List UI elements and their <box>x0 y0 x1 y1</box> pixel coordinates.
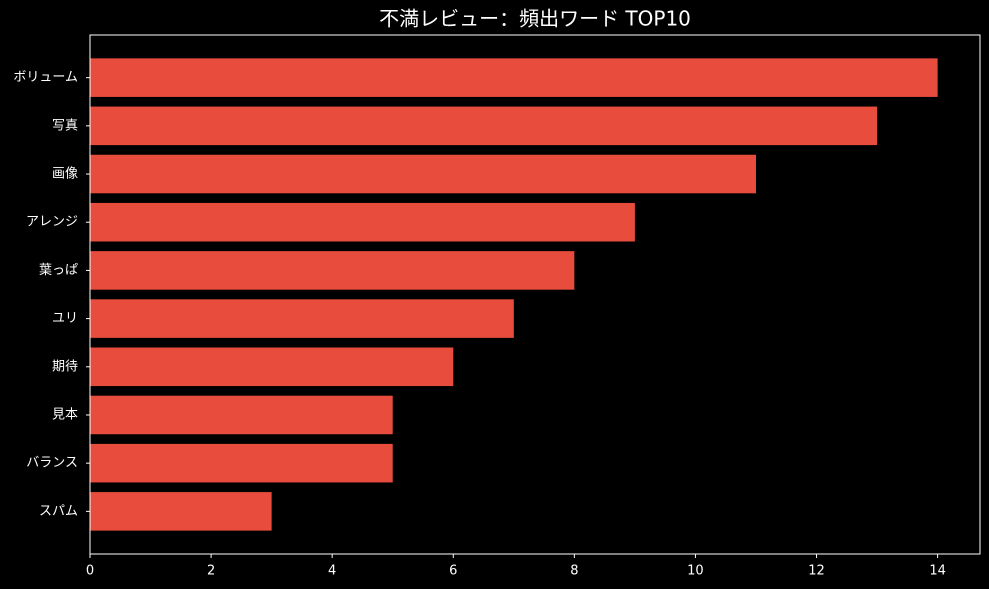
bar <box>90 106 878 146</box>
bar <box>90 251 575 290</box>
y-tick-label: バランス <box>26 456 78 471</box>
bar <box>90 395 393 435</box>
chart-title: 不満レビュー：頻出ワード TOP10 <box>379 7 691 31</box>
y-tick-label: 写真 <box>52 118 78 133</box>
y-tick-label: 期待 <box>52 359 78 374</box>
x-tick-label: 14 <box>929 564 946 579</box>
bar <box>90 58 938 97</box>
x-tick-label: 0 <box>86 564 94 579</box>
x-tick-label: 12 <box>808 564 825 579</box>
y-tick-label: 画像 <box>52 167 78 182</box>
y-tick-label: 見本 <box>52 407 78 422</box>
bar <box>90 347 454 387</box>
x-tick-label: 2 <box>207 564 215 579</box>
x-tick-label: 6 <box>449 564 457 579</box>
x-tick-label: 10 <box>687 564 704 579</box>
bar <box>90 154 756 194</box>
y-tick-label: ユリ <box>52 311 78 326</box>
bar <box>90 202 635 242</box>
bar <box>90 443 393 483</box>
x-tick-label: 4 <box>328 564 336 579</box>
y-tick-label: スパム <box>39 504 78 519</box>
y-tick-label: ボリューム <box>13 70 78 85</box>
y-tick-label: アレンジ <box>26 215 78 230</box>
bar <box>90 299 514 338</box>
y-tick-label: 葉っぱ <box>39 263 78 278</box>
x-tick-label: 8 <box>570 564 578 579</box>
bar <box>90 492 272 531</box>
plot-frame <box>89 34 981 555</box>
